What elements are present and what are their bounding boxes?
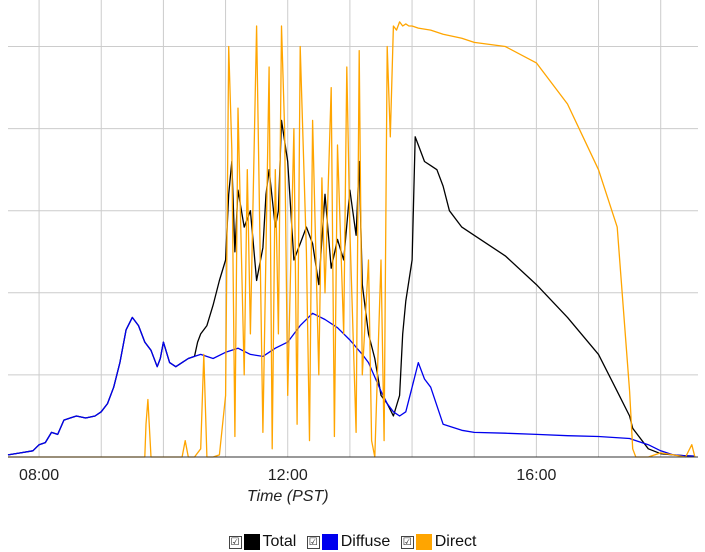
legend-checkbox-total[interactable]: ☑ — [228, 535, 242, 549]
series-line-diffuse — [7, 312, 695, 457]
x-tick-label: 16:00 — [516, 467, 556, 484]
x-tick-label: 12:00 — [268, 467, 308, 484]
legend-label-direct: Direct — [434, 533, 477, 550]
chart-series-lines — [7, 21, 696, 458]
legend-item-total[interactable]: ☑ Total — [228, 533, 297, 551]
chart-gridlines — [8, 0, 698, 457]
legend-label-total: Total — [262, 533, 297, 550]
legend-checkbox-diffuse[interactable]: ☑ — [306, 535, 320, 549]
legend-label-diffuse: Diffuse — [340, 533, 391, 550]
legend-swatch-diffuse — [321, 534, 338, 550]
series-line-direct — [8, 21, 696, 458]
x-axis-title: Time (PST) — [247, 488, 329, 505]
legend-checkbox-direct[interactable]: ☑ — [400, 535, 414, 549]
x-tick-label: 08:00 — [19, 467, 59, 484]
legend-item-direct[interactable]: ☑ Direct — [400, 533, 477, 551]
legend-item-diffuse[interactable]: ☑ Diffuse — [306, 533, 391, 551]
legend-swatch-direct — [415, 534, 432, 550]
chart-legend: ☑ Total ☑ Diffuse ☑ Direct — [0, 533, 705, 551]
legend-swatch-total — [243, 534, 260, 550]
x-axis-tick-labels: 08:00 12:00 16:00 — [19, 467, 556, 484]
